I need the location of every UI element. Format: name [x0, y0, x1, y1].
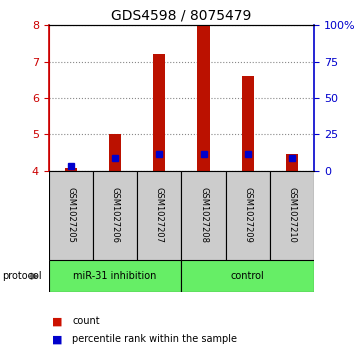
Bar	[181, 260, 314, 292]
Bar	[270, 171, 314, 260]
Text: percentile rank within the sample: percentile rank within the sample	[72, 334, 237, 344]
Title: GDS4598 / 8075479: GDS4598 / 8075479	[111, 9, 252, 23]
Text: GSM1027210: GSM1027210	[287, 187, 296, 243]
Text: protocol: protocol	[2, 271, 42, 281]
Text: GSM1027208: GSM1027208	[199, 187, 208, 243]
Bar	[49, 260, 181, 292]
Bar	[49, 171, 93, 260]
Bar	[242, 76, 254, 171]
Bar	[286, 154, 298, 171]
Bar	[109, 134, 121, 171]
Text: GSM1027207: GSM1027207	[155, 187, 164, 243]
Text: GSM1027209: GSM1027209	[243, 187, 252, 243]
Bar	[93, 171, 137, 260]
Bar	[137, 171, 182, 260]
Text: ■: ■	[52, 334, 63, 344]
Bar	[181, 171, 226, 260]
Text: GSM1027206: GSM1027206	[110, 187, 119, 243]
Text: ■: ■	[52, 316, 63, 326]
Bar	[153, 54, 165, 171]
Bar	[226, 171, 270, 260]
Text: control: control	[231, 271, 265, 281]
Text: GSM1027205: GSM1027205	[66, 187, 75, 243]
Bar	[65, 168, 77, 171]
Text: miR-31 inhibition: miR-31 inhibition	[73, 271, 157, 281]
Bar	[197, 25, 210, 171]
Text: count: count	[72, 316, 100, 326]
